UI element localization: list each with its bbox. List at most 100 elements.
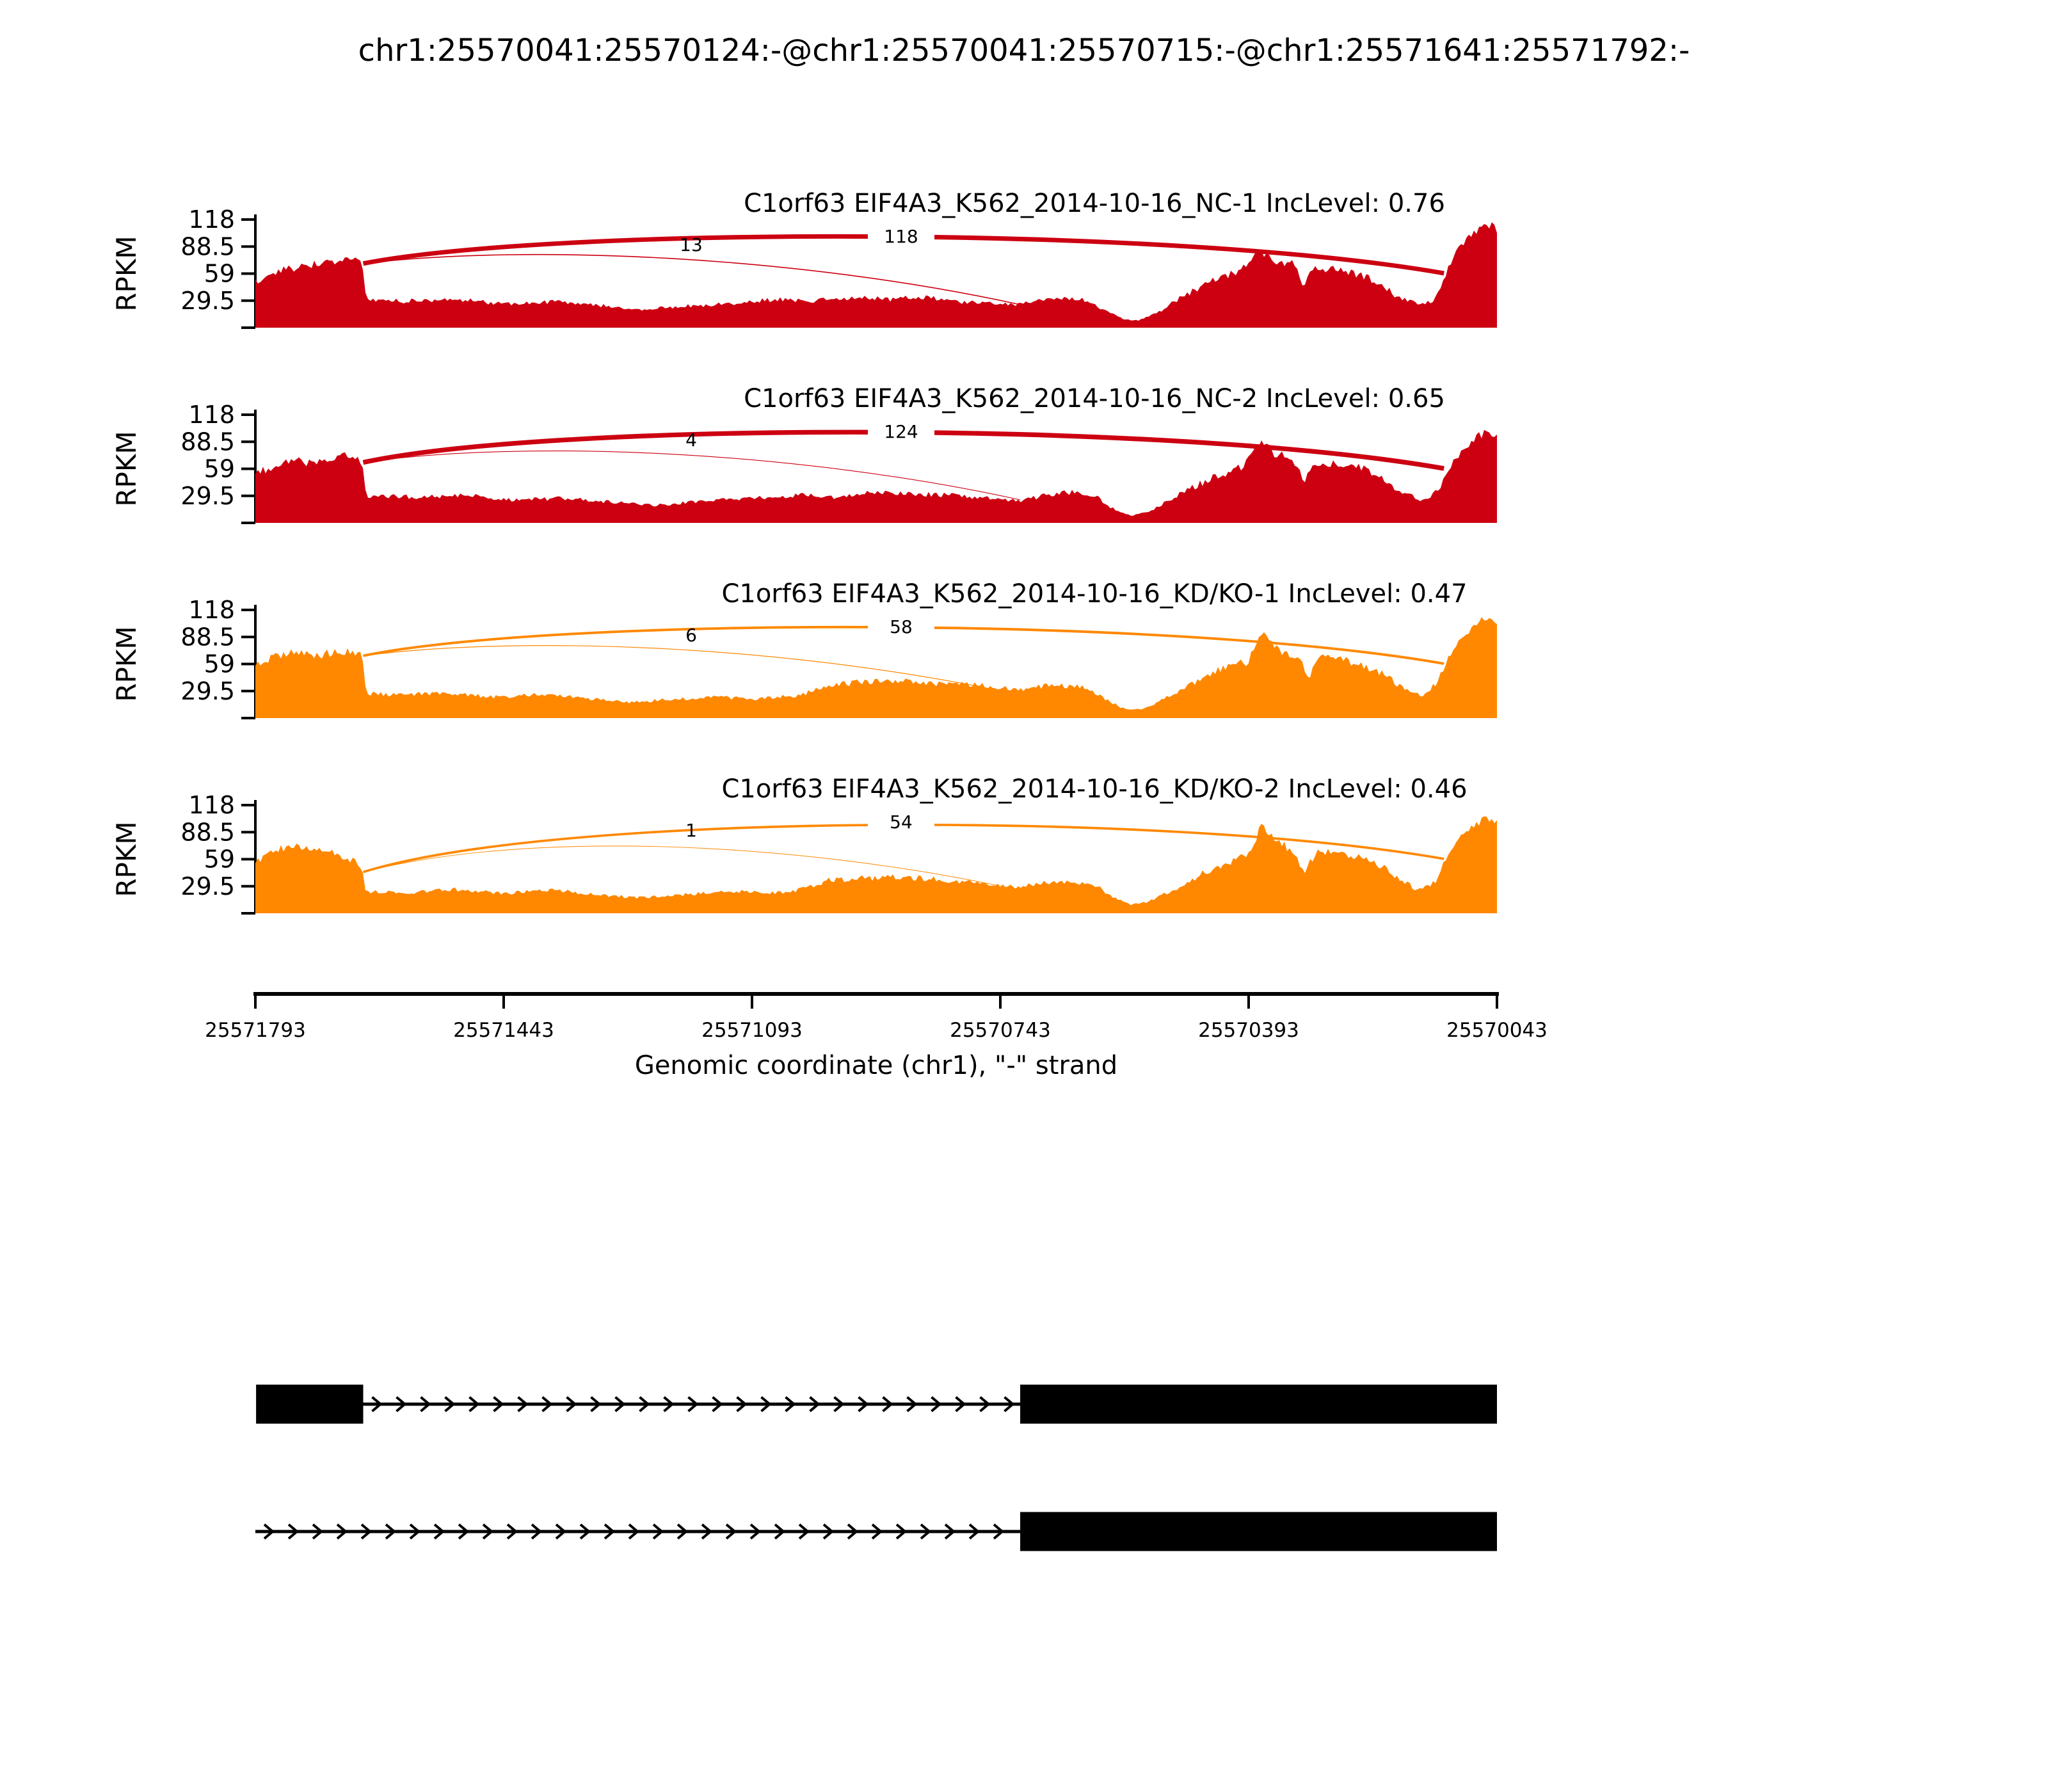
strand-direction-chevron-icon (517, 1396, 529, 1412)
y-tick-label: 59 (204, 845, 235, 874)
coverage-area (255, 816, 1497, 913)
gene-model-exon (256, 1384, 364, 1424)
y-axis-title: RPKM (111, 821, 142, 897)
junction-label-gap (868, 224, 934, 248)
strand-direction-chevron-icon (468, 1396, 480, 1412)
junction-count-label-thin: 6 (685, 625, 697, 646)
strand-direction-chevron-icon (785, 1396, 796, 1412)
strand-direction-chevron-icon (871, 1523, 883, 1540)
junction-arc-thin (363, 253, 1021, 305)
strand-direction-chevron-icon (531, 1523, 543, 1540)
y-tick-label: 29.5 (180, 287, 235, 315)
strand-direction-chevron-icon (458, 1523, 470, 1540)
strand-direction-chevron-icon (590, 1396, 602, 1412)
strand-direction-chevron-icon (847, 1523, 859, 1540)
strand-direction-chevron-icon (493, 1396, 504, 1412)
track-title: C1orf63 EIF4A3_K562_2014-10-16_NC-2 IncL… (744, 384, 1445, 413)
strand-direction-chevron-icon (760, 1396, 772, 1412)
genomic-x-axis: Genomic coordinate (chr1), "-" strand 25… (205, 992, 1548, 1080)
strand-direction-chevron-icon (858, 1396, 869, 1412)
y-tick-label: 118 (188, 401, 235, 429)
track-title: C1orf63 EIF4A3_K562_2014-10-16_NC-1 IncL… (744, 189, 1445, 218)
junction-count-label-thick: 58 (890, 616, 913, 637)
strand-direction-chevron-icon (555, 1523, 567, 1540)
strand-direction-chevron-icon (944, 1523, 956, 1540)
strand-direction-chevron-icon (882, 1396, 893, 1412)
strand-direction-chevron-icon (701, 1523, 713, 1540)
x-axis-label: Genomic coordinate (chr1), "-" strand (635, 1051, 1117, 1080)
y-tick-label: 29.5 (180, 482, 235, 510)
coverage-track-4: C1orf63 EIF4A3_K562_2014-10-16_KD/KO-2 I… (111, 774, 1497, 915)
y-axis-title: RPKM (111, 626, 142, 701)
strand-direction-chevron-icon (725, 1523, 737, 1540)
strand-direction-chevron-icon (895, 1523, 908, 1540)
coverage-area (255, 222, 1497, 328)
strand-direction-chevron-icon (749, 1523, 762, 1540)
junction-count-label-thick: 118 (884, 226, 918, 247)
strand-direction-chevron-icon (833, 1396, 845, 1412)
strand-direction-chevron-icon (614, 1396, 626, 1412)
strand-direction-chevron-icon (798, 1523, 810, 1540)
strand-direction-chevron-icon (663, 1396, 675, 1412)
strand-direction-chevron-icon (604, 1523, 616, 1540)
strand-direction-chevron-icon (639, 1396, 650, 1412)
x-tick-label: 25570393 (1198, 1019, 1299, 1042)
track-title: C1orf63 EIF4A3_K562_2014-10-16_KD/KO-2 I… (721, 774, 1467, 804)
y-tick-label: 88.5 (180, 818, 235, 846)
strand-direction-chevron-icon (931, 1396, 942, 1412)
strand-direction-chevron-icon (579, 1523, 591, 1540)
strand-direction-chevron-icon (920, 1523, 932, 1540)
strand-direction-chevron-icon (652, 1523, 664, 1540)
x-tick-label: 25570043 (1446, 1019, 1548, 1042)
y-tick-label: 29.5 (180, 677, 235, 705)
gene-model-isoform-1 (256, 1384, 1497, 1424)
strand-direction-chevron-icon (736, 1396, 748, 1412)
junction-count-label-thin: 4 (685, 429, 697, 451)
y-tick-label: 118 (188, 596, 235, 624)
junction-count-label-thick: 54 (890, 812, 913, 833)
coverage-tracks: C1orf63 EIF4A3_K562_2014-10-16_NC-1 IncL… (111, 189, 1497, 915)
strand-direction-chevron-icon (385, 1523, 397, 1540)
junction-label-gap (868, 614, 934, 639)
y-tick-label: 59 (204, 650, 235, 678)
strand-direction-chevron-icon (506, 1523, 518, 1540)
junction-count-label-thin: 1 (685, 820, 697, 841)
coverage-area (255, 429, 1497, 523)
y-tick-label: 59 (204, 455, 235, 483)
junction-count-label-thick: 124 (884, 421, 918, 442)
strand-direction-chevron-icon (979, 1396, 991, 1412)
strand-direction-chevron-icon (676, 1523, 689, 1540)
junction-arc-thin (363, 845, 1021, 891)
coverage-track-1: C1orf63 EIF4A3_K562_2014-10-16_NC-1 IncL… (111, 189, 1497, 329)
strand-direction-chevron-icon (993, 1523, 1005, 1540)
y-tick-label: 59 (204, 260, 235, 288)
strand-direction-chevron-icon (371, 1396, 383, 1412)
coverage-area (255, 617, 1497, 718)
strand-direction-chevron-icon (312, 1523, 324, 1540)
strand-direction-chevron-icon (263, 1523, 275, 1540)
gene-model-exon (1020, 1512, 1497, 1551)
strand-direction-chevron-icon (360, 1523, 372, 1540)
junction-arc-thin (363, 645, 1021, 696)
coverage-track-3: C1orf63 EIF4A3_K562_2014-10-16_KD/KO-1 I… (111, 579, 1497, 719)
gene-model-exon (1020, 1384, 1497, 1424)
strand-direction-chevron-icon (968, 1523, 980, 1540)
strand-direction-chevron-icon (566, 1396, 577, 1412)
y-axis-title: RPKM (111, 236, 142, 311)
coverage-track-2: C1orf63 EIF4A3_K562_2014-10-16_NC-2 IncL… (111, 384, 1497, 524)
strand-direction-chevron-icon (541, 1396, 553, 1412)
strand-direction-chevron-icon (712, 1396, 723, 1412)
y-tick-label: 88.5 (180, 428, 235, 456)
gene-model-isoform-2 (255, 1512, 1497, 1551)
strand-direction-chevron-icon (1004, 1396, 1015, 1412)
x-tick-label: 25571093 (701, 1019, 803, 1042)
strand-direction-chevron-icon (822, 1523, 835, 1540)
junction-count-label-thin: 13 (680, 234, 703, 255)
y-tick-label: 88.5 (180, 232, 235, 260)
track-title: C1orf63 EIF4A3_K562_2014-10-16_KD/KO-1 I… (721, 579, 1467, 609)
strand-direction-chevron-icon (628, 1523, 640, 1540)
x-tick-label: 25571793 (205, 1019, 306, 1042)
junction-label-gap (868, 419, 934, 444)
